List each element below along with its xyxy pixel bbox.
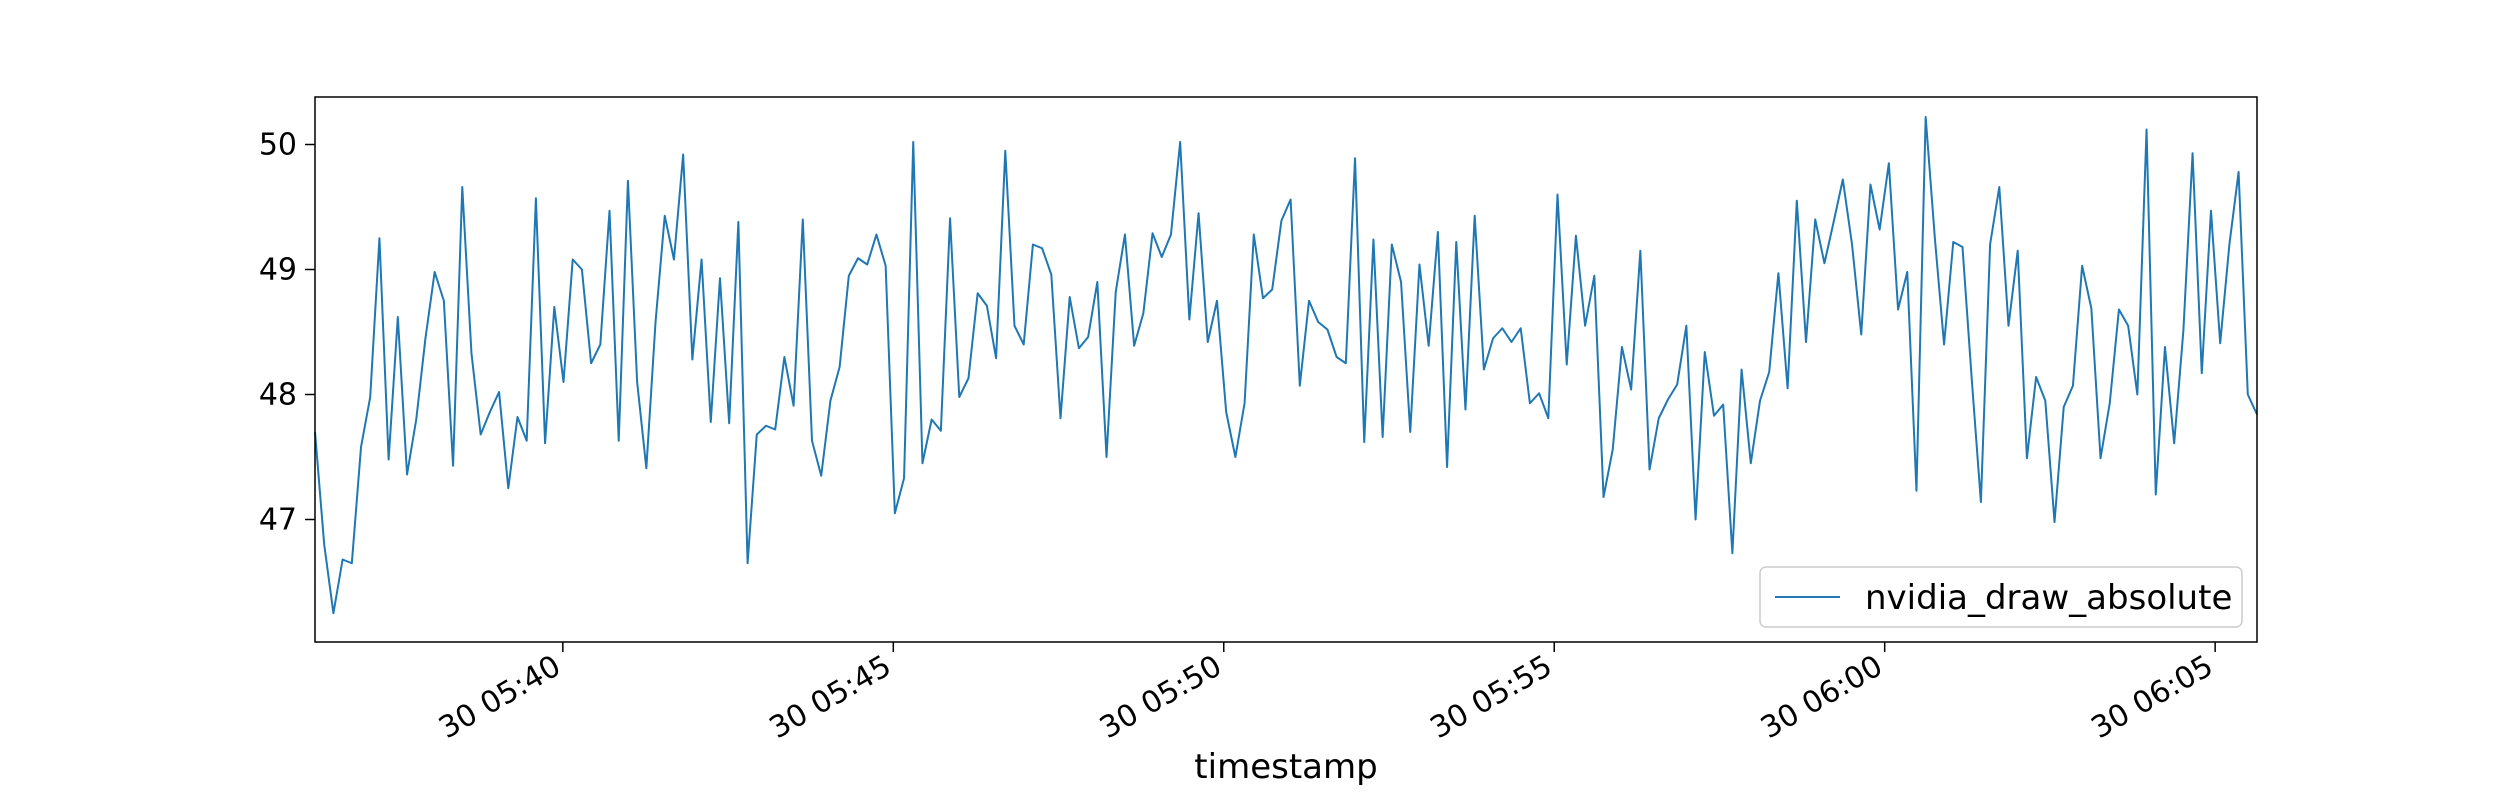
y-tick-label: 47 — [259, 503, 297, 538]
y-tick-label: 50 — [259, 128, 297, 163]
legend-label: nvidia_draw_absolute — [1865, 578, 2232, 618]
y-tick-label: 49 — [259, 253, 297, 288]
x-axis-title: timestamp — [1194, 747, 1377, 787]
y-axis: 47 48 49 50 — [259, 128, 315, 538]
y-tick-label: 48 — [259, 378, 297, 413]
legend: nvidia_draw_absolute — [1759, 566, 2243, 628]
legend-box — [1759, 566, 2243, 628]
plot-frame — [314, 96, 2258, 643]
plot-area — [314, 116, 2258, 615]
series-line-nvidia-draw-absolute — [314, 116, 2258, 615]
